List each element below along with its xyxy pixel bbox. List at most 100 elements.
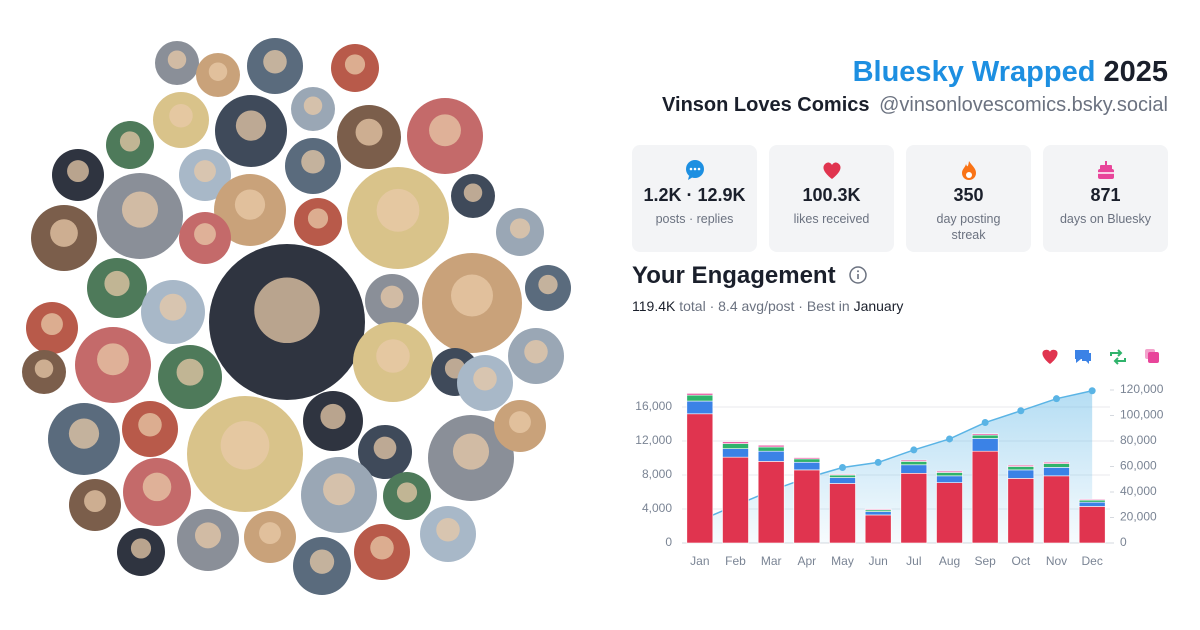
bar-segment (1007, 466, 1035, 471)
avatar-face (41, 313, 63, 336)
line-point (946, 435, 953, 443)
avatar-face (97, 343, 129, 376)
avatar-face (34, 359, 54, 378)
y2-tick-label: 0 (1120, 535, 1127, 549)
title: Bluesky Wrapped 2025 (853, 56, 1168, 89)
avatar-face (235, 110, 267, 141)
bar-segment (1043, 475, 1070, 544)
stat-card: 350 day posting streak (906, 145, 1031, 252)
bar-segment (971, 434, 999, 439)
x-tick-label: Dec (1081, 554, 1102, 568)
avatar-face (429, 114, 461, 147)
legend-icon (1042, 349, 1058, 364)
y2-tick-label: 120,000 (1120, 382, 1164, 396)
bar-segment (722, 456, 749, 544)
bar-segment (793, 457, 821, 460)
x-tick-label: Aug (939, 554, 960, 568)
display-name: Vinson Loves Comics (662, 94, 870, 116)
avatar-face (463, 183, 483, 202)
x-tick-label: Nov (1046, 554, 1067, 568)
avatar-face (254, 277, 320, 344)
x-tick-label: Jan (690, 554, 709, 568)
heading: Your Engagement (632, 262, 836, 289)
bar-segment (722, 443, 749, 449)
bar-segment (864, 514, 892, 544)
avatar-face (538, 274, 558, 295)
avatar-cloud (22, 38, 571, 595)
stat-value: 1.2K · 12.9K (643, 185, 746, 205)
x-tick-label: Sep (974, 554, 996, 568)
x-tick-label: Mar (761, 554, 782, 568)
avatar-face (169, 104, 193, 128)
x-tick-label: Feb (725, 554, 746, 568)
avatar-face (323, 473, 355, 506)
bar-segment (829, 473, 856, 476)
avatar-face (194, 223, 216, 246)
bar-segment (686, 394, 714, 402)
y-tick-label: 4,000 (642, 501, 672, 515)
stat-card: 1.2K · 12.9K posts · replies (632, 145, 757, 252)
icon (961, 161, 976, 180)
bar-segment (722, 441, 749, 444)
avatar-face (376, 188, 420, 232)
bar-segment (793, 461, 821, 471)
line-point (910, 446, 918, 454)
avatar-face (370, 536, 394, 560)
icon (1097, 161, 1114, 179)
bar-segment (900, 464, 928, 474)
bar-segment (936, 475, 963, 483)
avatar-face (104, 270, 130, 297)
x-tick-label: Oct (1011, 554, 1030, 568)
line-point (1053, 395, 1060, 403)
bar-segment (1078, 506, 1106, 544)
stat-label: likes received (793, 212, 870, 226)
bar-segment (1078, 499, 1106, 503)
stat-value: 350 (953, 185, 984, 205)
stat-label: posts · replies (655, 212, 734, 226)
legend-icon (1148, 352, 1159, 363)
avatar-face (355, 118, 383, 146)
y2-tick-label: 80,000 (1120, 433, 1157, 447)
avatar-face (130, 538, 152, 559)
stat-label: days on Bluesky (1059, 212, 1152, 226)
x-tick-label: May (831, 554, 854, 568)
legend-icon (1110, 349, 1126, 365)
avatar-face (373, 436, 397, 460)
avatar-face (376, 339, 410, 373)
avatar-face (220, 420, 270, 470)
avatar-face (208, 62, 228, 81)
brand: Bluesky Wrapped (852, 56, 1096, 88)
handle: @vinsonlovescomics.bsky.social (879, 94, 1168, 116)
bar-segment (722, 448, 749, 458)
y-tick-label: 8,000 (642, 467, 672, 481)
bar-segment (1078, 498, 1106, 501)
bar-segment (971, 450, 999, 544)
y-tick-label: 12,000 (635, 433, 672, 447)
best-month: January (853, 298, 904, 314)
icon (822, 162, 841, 179)
line-point (1017, 407, 1025, 415)
line-point (1088, 387, 1096, 395)
avatar-face (68, 418, 100, 449)
y2-tick-label: 40,000 (1120, 484, 1157, 498)
info-icon[interactable] (848, 265, 868, 285)
bar-segment (686, 393, 714, 396)
stat-value: 871 (1090, 185, 1121, 205)
avatar-face (119, 131, 141, 152)
avatar-face (380, 285, 404, 309)
bar-segment (829, 483, 856, 544)
avatar-face (167, 50, 187, 69)
y2-tick-label: 100,000 (1120, 408, 1164, 422)
stat-card: 871 days on Bluesky (1043, 145, 1168, 252)
avatar-face (303, 96, 323, 115)
avatar-face (121, 191, 159, 228)
avatar-face (176, 358, 204, 386)
avatar-face (194, 522, 222, 549)
bar-segment (900, 461, 928, 466)
bar-segment (793, 458, 821, 463)
avatar-face (307, 208, 329, 229)
bar-segment (936, 470, 963, 473)
avatar-face (436, 518, 460, 542)
